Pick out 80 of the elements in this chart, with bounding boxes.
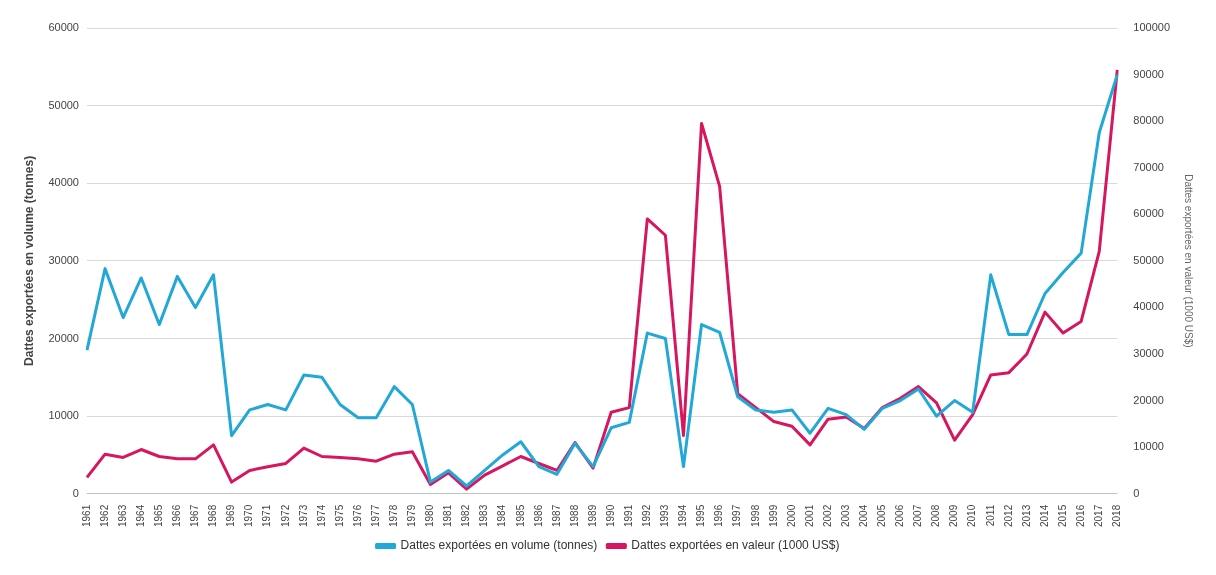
y2-tick-label: 10000 xyxy=(1133,440,1164,453)
x-tick-label: 1968 xyxy=(207,504,219,527)
x-tick-label: 1973 xyxy=(297,504,309,527)
x-tick-label: 1975 xyxy=(333,504,345,527)
y2-tick-label: 40000 xyxy=(1133,300,1164,313)
y2-tick-label: 20000 xyxy=(1133,393,1164,406)
y-tick-label: 60000 xyxy=(48,21,79,34)
x-tick-label: 1972 xyxy=(279,504,291,527)
y2-tick-label: 50000 xyxy=(1133,253,1164,266)
x-tick-label: 2006 xyxy=(894,504,906,527)
x-tick-label: 1963 xyxy=(116,504,128,527)
x-tick-label: 1966 xyxy=(171,504,183,527)
y-axis-title: Dattes exportées en volume (tonnes) xyxy=(21,155,36,366)
y-tick-label: 30000 xyxy=(48,253,79,266)
x-tick-label: 1965 xyxy=(153,504,165,527)
x-tick-label: 2002 xyxy=(821,504,833,527)
x-tick-label: 2012 xyxy=(1002,504,1014,527)
y-tick-label: 40000 xyxy=(48,176,79,189)
x-tick-label: 1987 xyxy=(550,504,562,527)
x-tick-label: 2004 xyxy=(857,504,869,527)
x-tick-label: 2008 xyxy=(930,504,942,527)
x-tick-label: 1988 xyxy=(568,504,580,527)
x-tick-label: 1980 xyxy=(424,504,436,527)
x-tick-label: 1979 xyxy=(406,504,418,527)
x-tick-label: 1967 xyxy=(189,504,201,527)
x-tick-label: 1991 xyxy=(623,504,634,527)
x-tick-label: 2018 xyxy=(1111,504,1123,527)
x-tick-label: 1983 xyxy=(478,504,490,527)
x-tick-label: 2014 xyxy=(1038,504,1050,527)
x-tick-label: 1995 xyxy=(695,504,707,527)
y2-tick-label: 80000 xyxy=(1133,114,1164,127)
x-tick-label: 2009 xyxy=(948,504,960,527)
x-tick-label: 2001 xyxy=(803,504,815,527)
x-tick-label: 2011 xyxy=(984,504,996,527)
x-tick-label: 1994 xyxy=(677,504,689,527)
x-tick-label: 1976 xyxy=(351,504,363,527)
y-tick-label: 0 xyxy=(72,486,79,499)
y2-axis-title: Dattes exportées en valeur (1000 US$) xyxy=(1183,174,1195,348)
x-tick-label: 1999 xyxy=(767,504,779,527)
x-tick-label: 1982 xyxy=(460,504,472,527)
x-tick-label: 1977 xyxy=(369,504,381,527)
y-tick-label: 10000 xyxy=(48,409,79,422)
x-tick-label: 2017 xyxy=(1092,504,1104,527)
x-tick-label: 1996 xyxy=(713,504,725,527)
x-tick-label: 1974 xyxy=(315,504,327,527)
x-tick-label: 1992 xyxy=(641,504,653,527)
x-tick-label: 1970 xyxy=(243,504,255,527)
x-tick-label: 1989 xyxy=(586,504,598,527)
x-tick-label: 2016 xyxy=(1074,504,1086,527)
y-tick-label: 50000 xyxy=(48,98,79,111)
y2-tick-label: 30000 xyxy=(1133,347,1164,360)
legend-label: Dattes exportées en valeur (1000 US$) xyxy=(631,538,840,553)
y2-tick-label: 100000 xyxy=(1133,21,1171,34)
x-tick-label: 2005 xyxy=(876,504,888,527)
x-tick-label: 2015 xyxy=(1056,504,1068,527)
x-tick-label: 2000 xyxy=(785,504,797,527)
x-tick-label: 2013 xyxy=(1020,504,1032,527)
x-tick-label: 1985 xyxy=(514,504,526,527)
y2-tick-label: 60000 xyxy=(1133,207,1164,220)
y-tick-label: 20000 xyxy=(48,331,79,344)
x-tick-label: 1962 xyxy=(98,504,110,527)
x-tick-label: 1984 xyxy=(496,504,508,527)
y2-tick-label: 0 xyxy=(1133,486,1140,499)
x-tick-label: 2003 xyxy=(839,504,851,527)
x-tick-label: 2010 xyxy=(966,504,978,527)
x-tick-label: 2007 xyxy=(912,504,924,527)
x-tick-label: 1971 xyxy=(261,504,273,527)
y2-tick-label: 70000 xyxy=(1133,160,1164,173)
x-tick-label: 1961 xyxy=(80,504,92,527)
x-tick-label: 1997 xyxy=(731,504,743,527)
x-tick-label: 1998 xyxy=(749,504,761,527)
y2-tick-label: 90000 xyxy=(1133,67,1164,80)
x-tick-label: 1981 xyxy=(442,504,454,527)
x-tick-label: 1969 xyxy=(225,504,237,527)
x-tick-label: 1986 xyxy=(532,504,544,527)
x-tick-label: 1993 xyxy=(659,504,671,527)
x-tick-label: 1990 xyxy=(604,504,616,527)
x-tick-label: 1978 xyxy=(388,504,400,527)
legend-label: Dattes exportées en volume (tonnes) xyxy=(400,538,598,553)
x-tick-label: 1964 xyxy=(134,504,146,527)
